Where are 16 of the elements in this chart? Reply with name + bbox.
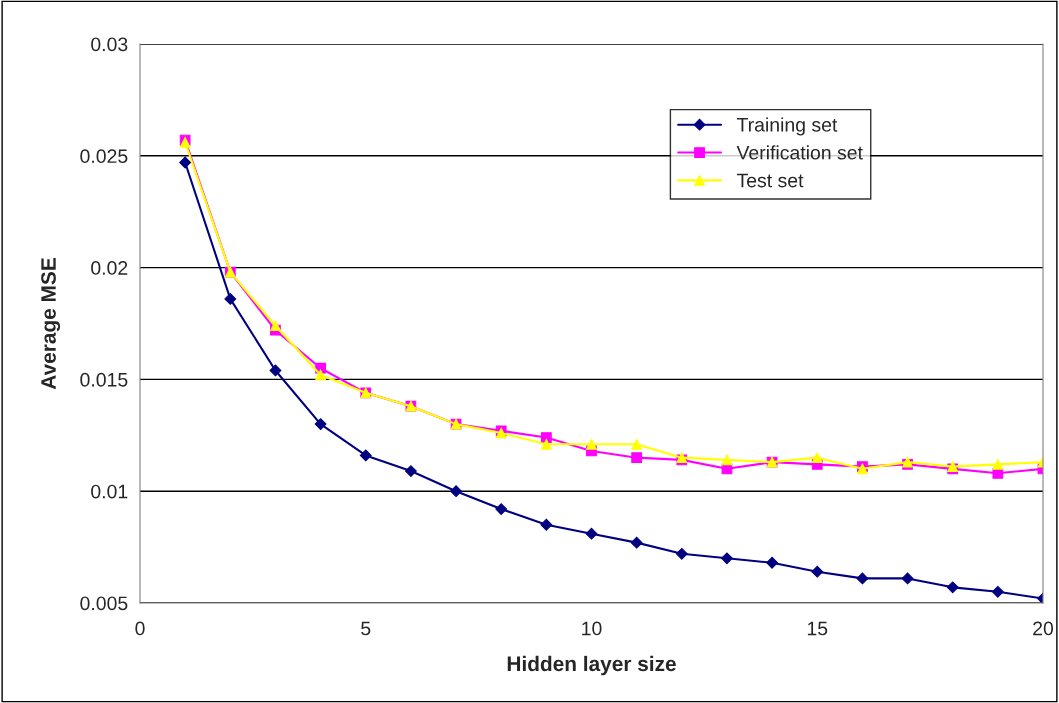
x-tick-label: 20 bbox=[1033, 621, 1054, 636]
legend-label: Training set bbox=[736, 117, 838, 136]
legend-label: Verification set bbox=[736, 145, 863, 160]
y-tick-label: 0.025 bbox=[80, 149, 128, 164]
y-tick-label: 0.03 bbox=[91, 37, 128, 52]
y-axis-title: Average MSE bbox=[41, 258, 61, 390]
x-tick-label: 0 bbox=[135, 621, 145, 636]
y-tick-label: 0.01 bbox=[91, 484, 128, 499]
x-axis-title: Hidden layer size bbox=[507, 655, 676, 676]
x-tick-label: 10 bbox=[582, 621, 602, 636]
x-tick-label: 5 bbox=[361, 621, 371, 636]
x-tick-label: 15 bbox=[807, 621, 828, 636]
y-tick-label: 0.005 bbox=[80, 596, 128, 611]
y-tick-label: 0.015 bbox=[80, 372, 128, 387]
y-tick-label: 0.02 bbox=[91, 261, 128, 275]
legend-label: Test set bbox=[736, 173, 804, 188]
